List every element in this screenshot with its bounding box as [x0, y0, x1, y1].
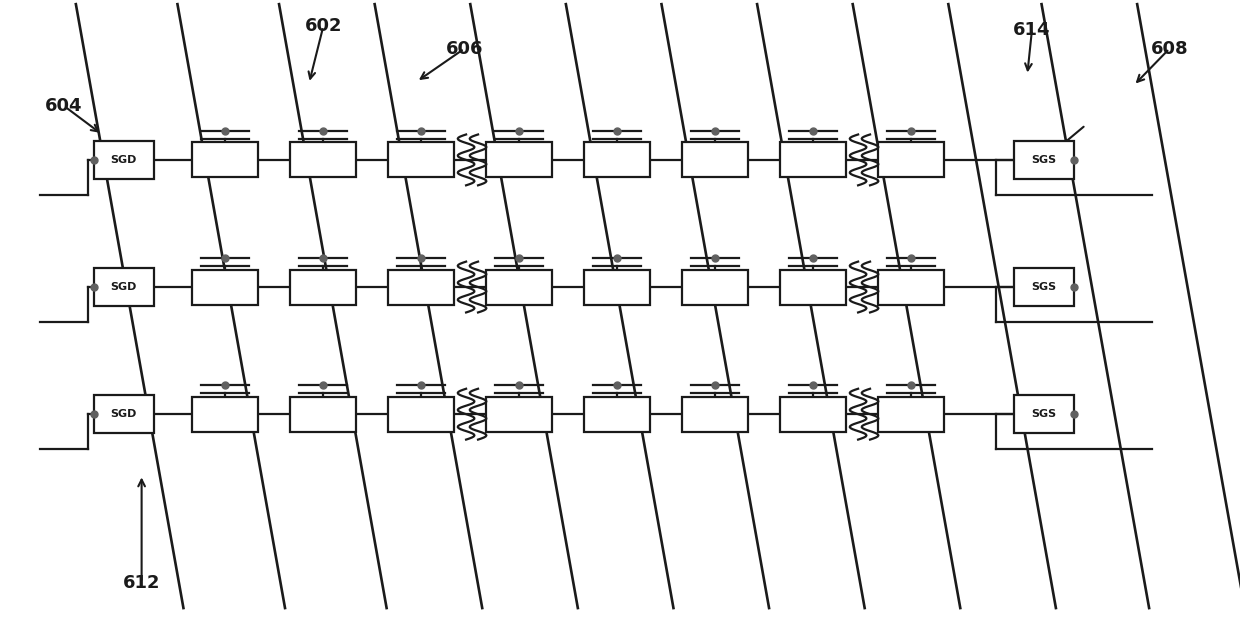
Bar — [94, 268, 154, 306]
Text: SGD: SGD — [110, 155, 136, 165]
Text: SGS: SGS — [1032, 282, 1056, 292]
Bar — [780, 142, 846, 177]
Bar — [94, 395, 154, 433]
Bar — [388, 142, 454, 177]
Bar — [1014, 395, 1074, 433]
Bar — [94, 141, 154, 179]
Text: SGD: SGD — [110, 282, 136, 292]
Text: 608: 608 — [1151, 40, 1188, 58]
Text: 614: 614 — [1013, 21, 1050, 39]
Bar — [486, 270, 552, 305]
Bar — [878, 142, 944, 177]
Bar — [1014, 268, 1074, 306]
Bar — [682, 270, 748, 305]
Bar — [192, 270, 258, 305]
Bar — [584, 270, 650, 305]
Bar — [486, 142, 552, 177]
Text: 606: 606 — [445, 40, 484, 58]
Bar — [1014, 141, 1074, 179]
Bar — [290, 270, 356, 305]
Text: SGS: SGS — [1032, 155, 1056, 165]
Bar — [290, 142, 356, 177]
Bar — [780, 270, 846, 305]
Bar — [682, 397, 748, 431]
Text: SGD: SGD — [110, 409, 136, 419]
Text: 602: 602 — [305, 17, 342, 35]
Bar — [388, 397, 454, 431]
Bar — [584, 142, 650, 177]
Text: 604: 604 — [45, 97, 83, 115]
Bar — [584, 397, 650, 431]
Text: 612: 612 — [123, 574, 160, 592]
Bar — [192, 397, 258, 431]
Text: SGS: SGS — [1032, 409, 1056, 419]
Bar — [388, 270, 454, 305]
Bar — [878, 397, 944, 431]
Bar — [780, 397, 846, 431]
Bar — [486, 397, 552, 431]
Bar — [192, 142, 258, 177]
Bar — [290, 397, 356, 431]
Bar — [682, 142, 748, 177]
Bar — [878, 270, 944, 305]
